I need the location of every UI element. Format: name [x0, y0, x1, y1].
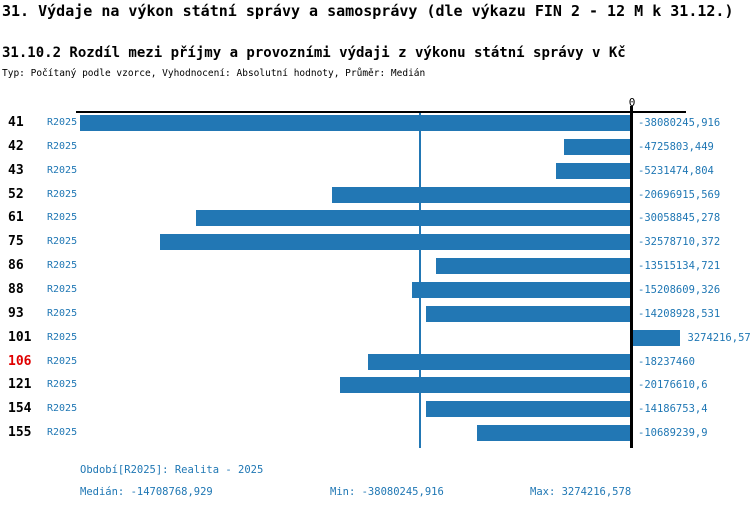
category-label: 88 — [8, 282, 24, 297]
series-label: R2025 — [47, 189, 78, 200]
value-bar — [159, 234, 632, 250]
value-label: -13515134,721 — [638, 260, 721, 272]
category-label: 61 — [8, 210, 24, 225]
chart-title: 31.10.2 Rozdíl mezi příjmy a provozními … — [2, 45, 626, 61]
value-bar — [80, 115, 632, 131]
series-label: R2025 — [47, 212, 78, 223]
series-label: R2025 — [47, 379, 78, 390]
chart-meta-info: Typ: Počítaný podle vzorce, Vyhodnocení:… — [2, 68, 426, 79]
chart-row: 42 R2025 -4725803,449 — [0, 139, 750, 155]
series-label: R2025 — [47, 165, 78, 176]
series-label: R2025 — [47, 284, 78, 295]
value-bar — [332, 187, 632, 203]
value-label: 3274216,578 — [687, 332, 750, 344]
series-label: R2025 — [47, 308, 78, 319]
value-bar — [426, 401, 632, 417]
chart-row: 101 R2025 3274216,578 — [0, 330, 750, 346]
chart-row: 43 R2025 -5231474,804 — [0, 163, 750, 179]
value-label: -20696915,569 — [638, 189, 721, 201]
chart-row: 154 R2025 -14186753,4 — [0, 401, 750, 417]
axis-zero-line — [630, 106, 633, 448]
footer-max: Max: 3274216,578 — [530, 486, 632, 498]
value-bar — [477, 425, 632, 441]
value-label: -18237460 — [638, 356, 695, 368]
series-label: R2025 — [47, 141, 78, 152]
category-label: 52 — [8, 187, 24, 202]
value-label: -30058845,278 — [638, 212, 721, 224]
value-bar — [411, 282, 632, 298]
value-label: -4725803,449 — [638, 141, 714, 153]
value-label: -14208928,531 — [638, 308, 721, 320]
category-label: 121 — [8, 377, 32, 392]
value-bar — [426, 306, 632, 322]
value-label: -5231474,804 — [638, 165, 714, 177]
median-line — [419, 112, 421, 448]
series-label: R2025 — [47, 403, 78, 414]
category-label: 43 — [8, 163, 24, 178]
footer-median: Medián: -14708768,929 — [80, 486, 213, 498]
value-label: -15208609,326 — [638, 284, 721, 296]
chart-row: 93 R2025 -14208928,531 — [0, 306, 750, 322]
chart-row: 155 R2025 -10689239,9 — [0, 425, 750, 441]
value-label: -20176610,6 — [638, 379, 708, 391]
value-bar — [436, 258, 632, 274]
series-label: R2025 — [47, 260, 78, 271]
value-label: -14186753,4 — [638, 403, 708, 415]
category-label: 101 — [8, 330, 32, 345]
category-label: 42 — [8, 139, 24, 154]
category-label: 155 — [8, 425, 32, 440]
chart-row: 61 R2025 -30058845,278 — [0, 210, 750, 226]
value-bar — [367, 354, 632, 370]
value-bar — [556, 163, 632, 179]
page-title: 31. Výdaje na výkon státní správy a samo… — [2, 2, 734, 20]
category-label: 106 — [8, 354, 32, 369]
value-bar — [632, 330, 680, 346]
chart-row: 106 R2025 -18237460 — [0, 354, 750, 370]
series-label: R2025 — [47, 117, 78, 128]
value-bar — [563, 139, 632, 155]
chart-row: 75 R2025 -32578710,372 — [0, 234, 750, 250]
category-label: 86 — [8, 258, 24, 273]
value-bar — [339, 377, 632, 393]
value-label: -10689239,9 — [638, 427, 708, 439]
value-bar — [196, 210, 632, 226]
category-label: 41 — [8, 115, 24, 130]
series-label: R2025 — [47, 427, 78, 438]
category-label: 75 — [8, 234, 24, 249]
chart-row: 121 R2025 -20176610,6 — [0, 377, 750, 393]
chart-row: 86 R2025 -13515134,721 — [0, 258, 750, 274]
footer-period: Období[R2025]: Realita - 2025 — [80, 464, 264, 476]
chart-row: 88 R2025 -15208609,326 — [0, 282, 750, 298]
value-label: -38080245,916 — [638, 117, 721, 129]
category-label: 154 — [8, 401, 32, 416]
category-label: 93 — [8, 306, 24, 321]
chart-row: 41 R2025 -38080245,916 — [0, 115, 750, 131]
series-label: R2025 — [47, 356, 78, 367]
axis-zero-tick-label: 0 — [628, 96, 636, 109]
chart-row: 52 R2025 -20696915,569 — [0, 187, 750, 203]
footer-min: Min: -38080245,916 — [330, 486, 444, 498]
value-label: -32578710,372 — [638, 236, 721, 248]
series-label: R2025 — [47, 332, 78, 343]
series-label: R2025 — [47, 236, 78, 247]
axis-top-line — [76, 111, 686, 113]
